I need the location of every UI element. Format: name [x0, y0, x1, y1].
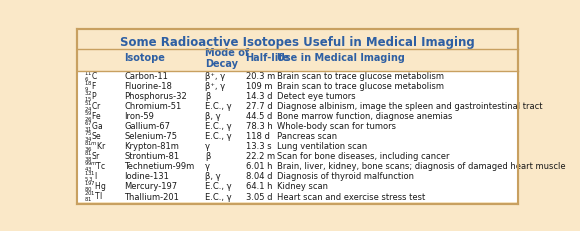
Text: 20.3 m: 20.3 m: [245, 72, 275, 81]
Text: $^{197}_{80}$Hg: $^{197}_{80}$Hg: [84, 179, 106, 195]
Text: β, γ: β, γ: [205, 112, 221, 121]
Text: 44.5 d: 44.5 d: [245, 112, 272, 121]
Text: Fluorine-18: Fluorine-18: [124, 82, 172, 91]
Text: β: β: [205, 152, 211, 161]
Text: 78.3 h: 78.3 h: [245, 122, 272, 131]
Text: Brain, liver, kidney, bone scans; diagnosis of damaged heart muscle: Brain, liver, kidney, bone scans; diagno…: [277, 162, 566, 171]
Text: $^{75}_{34}$Se: $^{75}_{34}$Se: [84, 129, 102, 144]
Text: Selenium-75: Selenium-75: [124, 132, 177, 141]
Text: β: β: [205, 92, 211, 101]
Text: Some Radioactive Isotopes Useful in Medical Imaging: Some Radioactive Isotopes Useful in Medi…: [120, 36, 474, 49]
Text: Isotope: Isotope: [124, 53, 165, 63]
Text: $^{11}_{\,6}$C: $^{11}_{\,6}$C: [84, 69, 98, 84]
Text: Diagnose albinism, image the spleen and gastrointestinal tract: Diagnose albinism, image the spleen and …: [277, 102, 542, 111]
Text: $^{32}_{15}$P: $^{32}_{15}$P: [84, 89, 97, 104]
Text: γ: γ: [205, 142, 210, 151]
Text: 13.3 s: 13.3 s: [245, 142, 271, 151]
FancyBboxPatch shape: [77, 71, 517, 202]
Text: Pancreas scan: Pancreas scan: [277, 132, 337, 141]
Text: $^{18}_{\,9}$F: $^{18}_{\,9}$F: [84, 79, 97, 94]
Text: β⁺, γ: β⁺, γ: [205, 82, 225, 91]
Text: $^{81m}_{36}$Kr: $^{81m}_{36}$Kr: [84, 139, 106, 154]
Text: 8.04 d: 8.04 d: [245, 172, 272, 181]
Text: 109 m: 109 m: [245, 82, 272, 91]
Text: Kidney scan: Kidney scan: [277, 182, 328, 191]
Text: 64.1 h: 64.1 h: [245, 182, 272, 191]
Text: Mode of
Decay: Mode of Decay: [205, 48, 249, 69]
Text: Detect eye tumors: Detect eye tumors: [277, 92, 356, 101]
Text: β, γ: β, γ: [205, 172, 221, 181]
Text: Use in Medical Imaging: Use in Medical Imaging: [277, 53, 405, 63]
Text: $^{81}_{38}$Sr: $^{81}_{38}$Sr: [84, 149, 101, 164]
Text: 118 d: 118 d: [245, 132, 270, 141]
Text: Brain scan to trace glucose metabolism: Brain scan to trace glucose metabolism: [277, 82, 444, 91]
Text: Iron-59: Iron-59: [124, 112, 154, 121]
Text: $^{67}_{31}$Ga: $^{67}_{31}$Ga: [84, 119, 103, 134]
Text: Half-life: Half-life: [245, 53, 289, 63]
Text: 14.3 d: 14.3 d: [245, 92, 272, 101]
Text: $^{131}_{\,53}$I: $^{131}_{\,53}$I: [84, 170, 98, 184]
Text: $^{59}_{26}$Fe: $^{59}_{26}$Fe: [84, 109, 102, 124]
Text: Strontium-81: Strontium-81: [124, 152, 179, 161]
Text: Iodine-131: Iodine-131: [124, 172, 169, 181]
Text: E.C., γ: E.C., γ: [205, 102, 232, 111]
Text: Scan for bone diseases, including cancer: Scan for bone diseases, including cancer: [277, 152, 450, 161]
Text: 27.7 d: 27.7 d: [245, 102, 272, 111]
Text: Whole-body scan for tumors: Whole-body scan for tumors: [277, 122, 396, 131]
Text: Gallium-67: Gallium-67: [124, 122, 170, 131]
Text: Chromium-51: Chromium-51: [124, 102, 182, 111]
Text: Diagnosis of thyroid malfunction: Diagnosis of thyroid malfunction: [277, 172, 414, 181]
Text: E.C., γ: E.C., γ: [205, 132, 232, 141]
Text: Phosphorus-32: Phosphorus-32: [124, 92, 187, 101]
Text: E.C., γ: E.C., γ: [205, 182, 232, 191]
Text: Krypton-81m: Krypton-81m: [124, 142, 179, 151]
Text: Bone marrow function, diagnose anemias: Bone marrow function, diagnose anemias: [277, 112, 452, 121]
Text: 3.05 d: 3.05 d: [245, 192, 272, 201]
Text: Mercury-197: Mercury-197: [124, 182, 177, 191]
Text: E.C., γ: E.C., γ: [205, 122, 232, 131]
FancyBboxPatch shape: [77, 30, 517, 204]
Text: γ: γ: [205, 162, 210, 171]
Text: 22.2 m: 22.2 m: [245, 152, 275, 161]
Text: E.C., γ: E.C., γ: [205, 192, 232, 201]
Text: $^{99m}_{43}$Tc: $^{99m}_{43}$Tc: [84, 159, 106, 174]
Text: $^{51}_{24}$Cr: $^{51}_{24}$Cr: [84, 99, 102, 114]
Text: $^{201}_{81}$Tl: $^{201}_{81}$Tl: [84, 190, 103, 204]
Text: Lung ventilation scan: Lung ventilation scan: [277, 142, 367, 151]
Text: Thallium-201: Thallium-201: [124, 192, 179, 201]
Text: Brain scan to trace glucose metabolism: Brain scan to trace glucose metabolism: [277, 72, 444, 81]
Text: β⁺, γ: β⁺, γ: [205, 72, 225, 81]
Text: Heart scan and exercise stress test: Heart scan and exercise stress test: [277, 192, 425, 201]
Text: 6.01 h: 6.01 h: [245, 162, 272, 171]
Text: Technetium-99m: Technetium-99m: [124, 162, 194, 171]
Text: Carbon-11: Carbon-11: [124, 72, 168, 81]
